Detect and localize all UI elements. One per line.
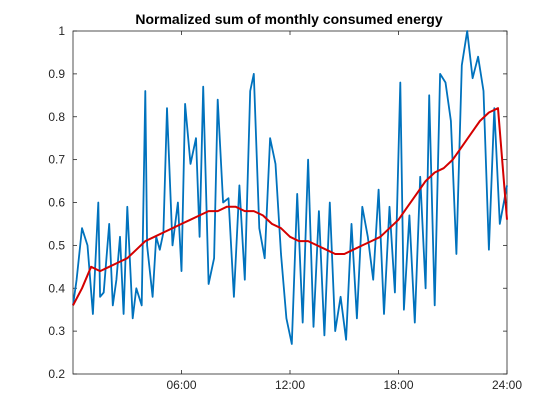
y-tick-label: 0.3 (48, 324, 65, 338)
y-tick-label: 0.5 (48, 238, 65, 252)
series-line-blue (72, 30, 508, 345)
chart-title: Normalized sum of monthly consumed energ… (135, 11, 442, 27)
y-tick-label: 0.6 (48, 196, 65, 210)
x-tick-label: 24:00 (492, 378, 522, 392)
x-tick-label: 06:00 (166, 378, 196, 392)
x-tick-label: 12:00 (275, 378, 305, 392)
plot-area (72, 30, 508, 375)
y-tick-label: 0.2 (48, 367, 65, 381)
y-tick-label: 0.7 (48, 153, 65, 167)
y-tick-label: 0.4 (48, 281, 65, 295)
series-line-red (72, 107, 508, 306)
y-tick-label: 0.9 (48, 67, 65, 81)
y-tick-label: 1 (58, 24, 65, 38)
y-tick-label: 0.8 (48, 110, 65, 124)
x-tick-label: 18:00 (383, 378, 413, 392)
